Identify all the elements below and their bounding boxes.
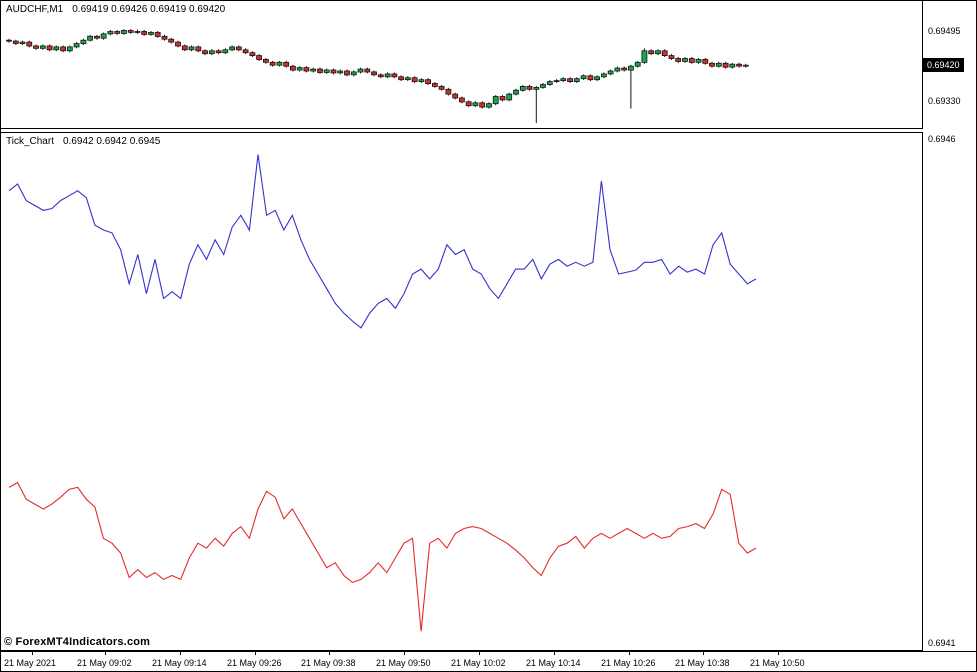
time-axis-label: 21 May 10:26 — [601, 658, 656, 668]
chart-ohlc-values: 0.69419 0.69426 0.69419 0.69420 — [72, 4, 226, 15]
tick-chart-panel[interactable]: Tick_Chart 0.6942 0.6942 0.6945 — [1, 132, 923, 651]
time-axis-tick — [778, 652, 779, 655]
indicator-values-label: 0.6942 0.6942 0.6945 — [62, 136, 161, 147]
time-axis-label: 21 May 09:38 — [301, 658, 356, 668]
price-axis-label: 0.69495 — [928, 26, 961, 36]
price-axis[interactable]: 0.69495 0.69420 0.69330 0.6946 0.6941 — [922, 1, 976, 651]
time-axis-tick — [255, 652, 256, 655]
time-axis-tick — [32, 652, 33, 655]
time-axis-label: 21 May 10:02 — [451, 658, 506, 668]
time-axis-label: 21 May 09:14 — [152, 658, 207, 668]
time-axis-tick — [479, 652, 480, 655]
candlestick-chart-svg — [6, 29, 749, 123]
tick-lines-svg — [8, 154, 757, 632]
indicator-header: Tick_Chart 0.6942 0.6942 0.6945 — [6, 136, 160, 148]
price-chart-panel[interactable]: AUDCHF,M1 0.69419 0.69426 0.69419 0.6942… — [1, 1, 923, 129]
time-axis-label: 21 May 2021 — [4, 658, 57, 668]
indicator-name-label: Tick_Chart — [6, 136, 54, 147]
chart-header: AUDCHF,M1 0.69419 0.69426 0.69419 0.6942… — [6, 4, 225, 16]
current-price-badge: 0.69420 — [922, 58, 964, 72]
time-axis-tick — [554, 652, 555, 655]
time-axis-tick — [703, 652, 704, 655]
time-axis-label: 21 May 10:14 — [526, 658, 581, 668]
price-axis-label: 0.69330 — [928, 96, 961, 106]
time-axis-label: 21 May 09:50 — [376, 658, 431, 668]
time-axis-tick — [105, 652, 106, 655]
time-axis-tick — [629, 652, 630, 655]
time-axis-label: 21 May 10:38 — [675, 658, 730, 668]
time-axis-tick — [329, 652, 330, 655]
watermark: © ForexMT4Indicators.com — [4, 636, 151, 648]
time-axis-tick — [404, 652, 405, 655]
price-axis-label: 0.6941 — [928, 638, 956, 648]
chart-symbol-label: AUDCHF,M1 — [6, 4, 64, 15]
time-axis-label: 21 May 09:02 — [77, 658, 132, 668]
time-axis[interactable]: 21 May 2021 21 May 09:02 21 May 09:14 21 Ma… — [0, 651, 977, 672]
time-axis-label: 21 May 09:26 — [227, 658, 282, 668]
panel-resize-divider[interactable] — [1, 129, 923, 132]
time-axis-label: 21 May 10:50 — [750, 658, 805, 668]
price-axis-label: 0.6946 — [928, 134, 956, 144]
time-axis-tick — [180, 652, 181, 655]
